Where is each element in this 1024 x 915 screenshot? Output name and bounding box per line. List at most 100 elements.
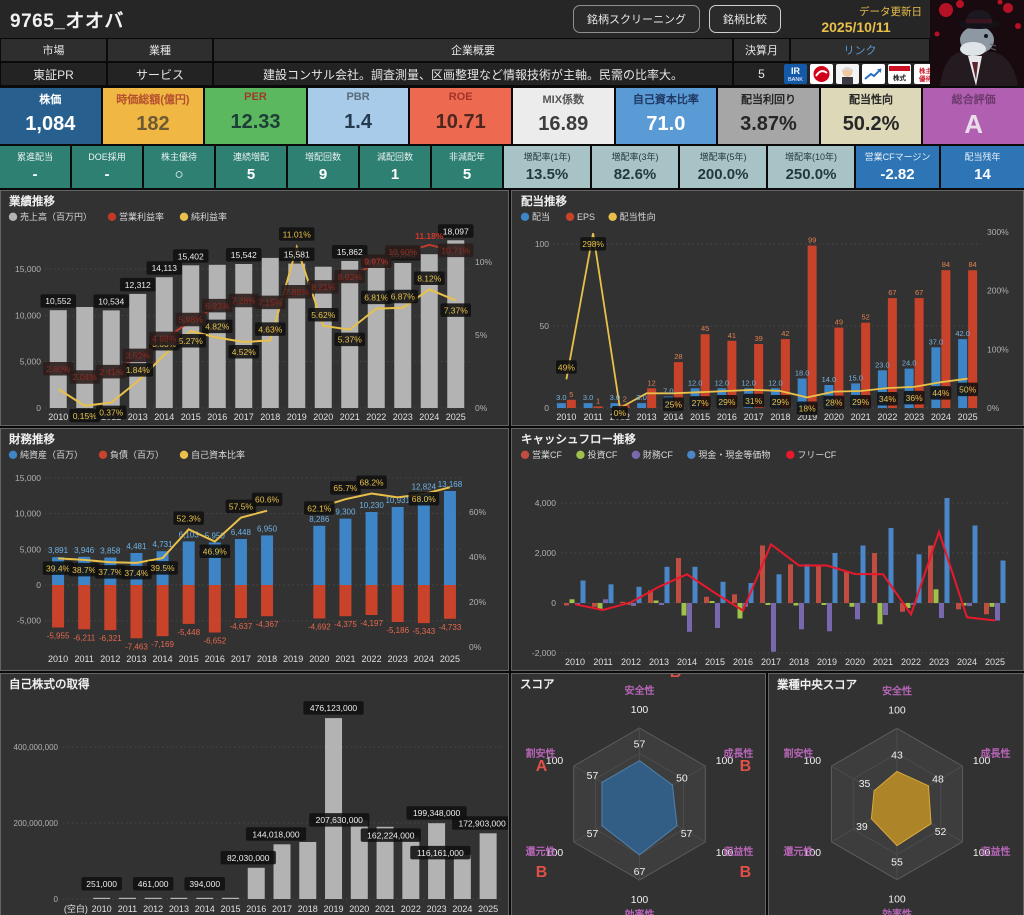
svg-text:4.82%: 4.82%	[205, 322, 230, 332]
svg-text:2014: 2014	[663, 412, 683, 422]
svg-text:4,481: 4,481	[126, 542, 147, 551]
svg-text:37.0: 37.0	[929, 337, 944, 346]
svg-text:68.2%: 68.2%	[360, 478, 385, 488]
svg-text:15,862: 15,862	[337, 247, 363, 257]
svg-text:2016: 2016	[246, 904, 266, 914]
svg-text:12,312: 12,312	[125, 280, 151, 290]
svg-text:優待: 優待	[918, 74, 933, 83]
metric-cards: 株価 1,084 時価総額(億円) 182 PER 12.33 PBR 1.4 ROE 10.71…	[0, 88, 1024, 144]
svg-text:3,858: 3,858	[100, 546, 121, 555]
svg-text:60%: 60%	[469, 507, 486, 517]
svg-text:スコア: スコア	[520, 678, 555, 691]
stock-chart-link-icon[interactable]	[861, 64, 885, 84]
rate-value: 250.0%	[785, 166, 837, 183]
svg-text:8.12%: 8.12%	[417, 273, 442, 283]
svg-text:39.5%: 39.5%	[151, 563, 176, 573]
score-radar-chart: スコア 100 100 100 100 100 100 安全性成長性収益性効率性 還元性 割安性 5…	[520, 674, 753, 915]
analyst-link-icon[interactable]	[835, 64, 859, 84]
svg-text:自己株式の取得: 自己株式の取得	[9, 677, 90, 691]
flag-value: 5	[246, 166, 256, 183]
svg-text:2018: 2018	[257, 654, 277, 664]
metric-label: ROE	[448, 91, 473, 103]
svg-text:13,168: 13,168	[438, 480, 463, 489]
screening-button[interactable]: 銘柄スクリーニング	[573, 5, 700, 33]
svg-text:B: B	[670, 674, 682, 681]
svg-text:20%: 20%	[469, 597, 486, 607]
flag-cell-2: DOE採用 -	[72, 146, 142, 188]
svg-text:2015: 2015	[179, 654, 199, 664]
flag-label: 累進配当	[16, 152, 53, 162]
links-header: リンク	[790, 38, 930, 62]
flag-cells: 累進配当 - DOE採用 - 株主優待 ○ 連続増配 5 増配回数 9 減配回数 1 非減配年 5 増配率(…	[0, 146, 1024, 188]
svg-text:15.0: 15.0	[848, 373, 863, 382]
metric-card-4: PBR 1.4	[307, 88, 409, 144]
svg-text:2025: 2025	[446, 412, 466, 422]
svg-text:効率性: 効率性	[625, 908, 655, 915]
minkabu-link-icon[interactable]	[809, 64, 833, 84]
svg-text:7.88%: 7.88%	[285, 287, 310, 297]
svg-text:2023: 2023	[929, 657, 949, 667]
stock-news-link-icon[interactable]: 株式	[887, 64, 911, 84]
flag-value: -	[104, 166, 110, 183]
svg-text:5.62%: 5.62%	[311, 310, 336, 320]
metric-card-7: 自己資本比率 71.0	[615, 88, 717, 144]
cf-value: 14	[974, 166, 991, 183]
svg-text:2012: 2012	[100, 654, 120, 664]
flag-cell-6: 減配回数 1	[360, 146, 430, 188]
svg-text:2010: 2010	[565, 657, 585, 667]
svg-text:2024: 2024	[452, 904, 472, 914]
svg-text:144,018,000: 144,018,000	[252, 829, 300, 839]
svg-text:2010: 2010	[48, 412, 68, 422]
svg-text:2017: 2017	[272, 904, 292, 914]
svg-text:6,448: 6,448	[231, 528, 252, 537]
metric-label: 配当利回り	[740, 94, 796, 106]
compare-button[interactable]: 銘柄比較	[709, 5, 781, 33]
svg-text:2016: 2016	[733, 657, 753, 667]
svg-text:2022: 2022	[362, 654, 382, 664]
svg-text:10,000: 10,000	[15, 310, 41, 320]
flag-cell-1: 累進配当 -	[0, 146, 70, 188]
svg-text:2023: 2023	[427, 904, 447, 914]
svg-text:100: 100	[973, 756, 991, 767]
svg-text:0%: 0%	[475, 403, 488, 413]
svg-text:34%: 34%	[879, 394, 896, 404]
svg-text:67: 67	[915, 288, 923, 297]
svg-text:100%: 100%	[987, 344, 1009, 354]
svg-text:67: 67	[634, 866, 646, 878]
svg-text:収益性: 収益性	[723, 845, 753, 858]
svg-text:3.0: 3.0	[583, 393, 593, 402]
profile-header: 企業概要	[213, 38, 733, 62]
svg-text:2019: 2019	[324, 904, 344, 914]
flag-label: 連続増配	[232, 152, 269, 162]
metric-value: 182	[136, 112, 170, 135]
svg-text:2021: 2021	[851, 412, 871, 422]
svg-text:10.71%: 10.71%	[441, 246, 470, 256]
svg-text:50%: 50%	[959, 385, 976, 395]
svg-text:フリーCF: フリーCF	[797, 450, 836, 460]
svg-text:67: 67	[888, 288, 896, 297]
metric-value: 16.89	[538, 112, 589, 135]
svg-text:200%: 200%	[987, 286, 1009, 296]
svg-text:-4,637: -4,637	[230, 622, 253, 631]
svg-text:業種中央スコア: 業種中央スコア	[776, 677, 857, 691]
svg-text:売上高（百万円）: 売上高（百万円）	[20, 211, 92, 222]
svg-text:安全性: 安全性	[882, 684, 912, 697]
metric-card-3: PER 12.33	[205, 88, 306, 144]
metric-value: 1,084	[25, 112, 76, 135]
svg-text:7.0: 7.0	[663, 387, 673, 396]
flag-label: 増配回数	[304, 152, 341, 162]
metric-value: 10.71	[435, 110, 486, 133]
svg-text:84: 84	[968, 260, 976, 269]
panel-treasury: 自己株式の取得 0 200,000,000 400,000,000 (空白) 2010 20…	[0, 673, 509, 915]
svg-text:60.6%: 60.6%	[255, 495, 280, 505]
svg-text:1.84%: 1.84%	[126, 365, 151, 375]
svg-text:5.98%: 5.98%	[179, 315, 204, 325]
ir-bank-link-icon[interactable]: IR BANK	[783, 64, 807, 84]
svg-text:10%: 10%	[475, 257, 492, 267]
svg-text:2013: 2013	[649, 657, 669, 667]
svg-text:37.4%: 37.4%	[124, 568, 149, 578]
svg-text:2010: 2010	[92, 904, 112, 914]
svg-text:2020: 2020	[824, 412, 844, 422]
svg-text:14,113: 14,113	[152, 263, 178, 273]
